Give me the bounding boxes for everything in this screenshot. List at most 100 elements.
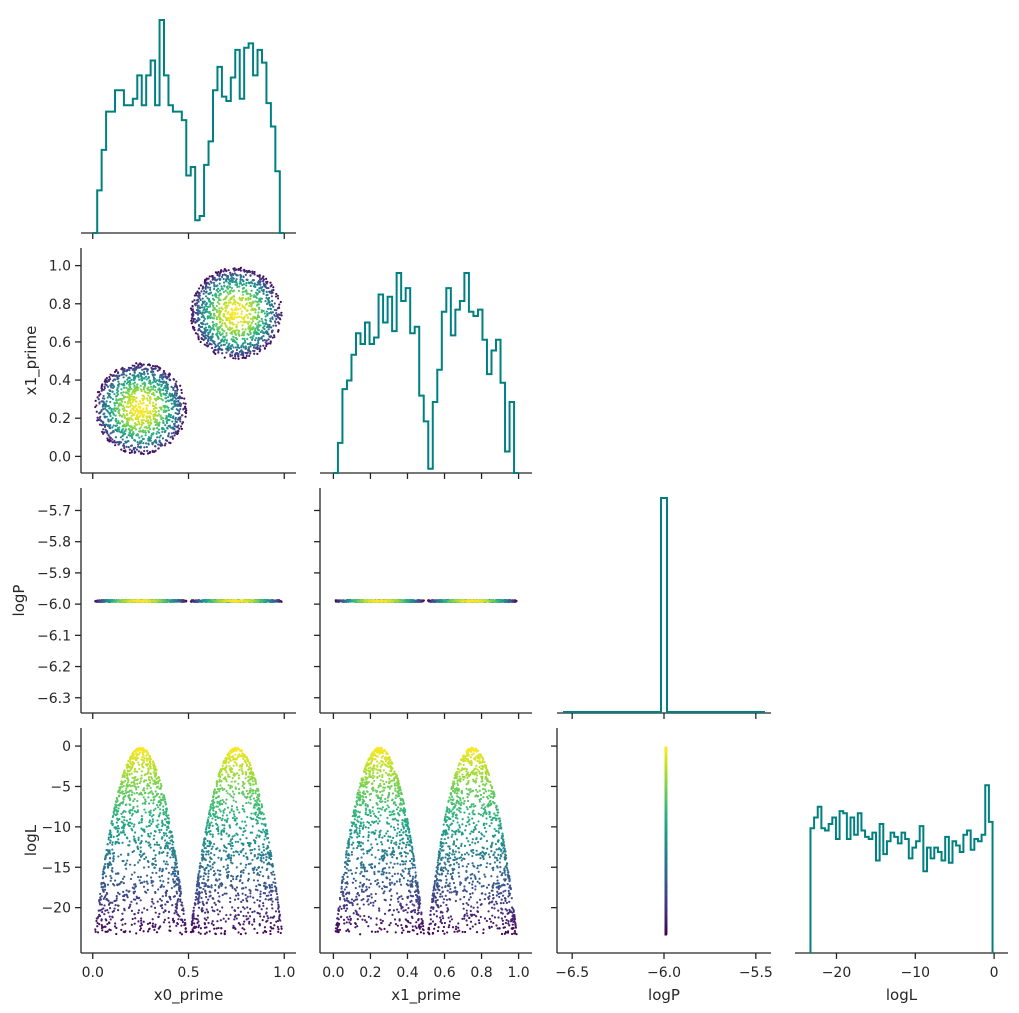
panel-logP-vs-x1_prime [314, 488, 532, 719]
scatter-point [223, 285, 226, 288]
scatter-point [239, 280, 242, 283]
scatter-point [172, 378, 176, 381]
scatter-point [239, 307, 242, 310]
scatter-point [140, 435, 143, 438]
scatter-point [114, 436, 118, 439]
scatter-point [154, 365, 157, 368]
scatter-point [154, 449, 157, 452]
scatter-point [151, 404, 154, 408]
scatter-point [207, 277, 210, 280]
scatter-point [123, 446, 126, 450]
scatter-point [240, 353, 243, 356]
scatter-point [134, 390, 137, 393]
scatter-point [98, 402, 101, 405]
scatter-point [96, 416, 99, 419]
scatter-point [175, 394, 178, 397]
scatter-point [216, 272, 219, 275]
scatter-point [216, 344, 219, 347]
panel-x0_prime-vs-x0_prime [81, 19, 296, 239]
scatter-point [139, 414, 142, 418]
scatter-point [151, 381, 154, 384]
scatter-point [275, 292, 278, 296]
scatter-point [250, 308, 253, 312]
scatter-point [243, 330, 246, 333]
scatter-point [276, 307, 280, 310]
scatter-point [263, 312, 266, 315]
scatter-point [172, 406, 175, 409]
scatter-point [101, 430, 104, 433]
scatter-point [125, 370, 128, 373]
scatter-point [241, 284, 244, 287]
scatter-point [209, 312, 213, 316]
scatter-point [114, 414, 117, 417]
scatter-point [197, 335, 200, 338]
scatter-point [173, 434, 176, 437]
scatter-point [129, 416, 132, 419]
scatter-point [234, 346, 238, 349]
scatter-point [153, 397, 156, 400]
scatter-point [155, 426, 159, 430]
scatter-point [180, 427, 183, 430]
scatter-point [268, 312, 271, 315]
scatter-point [236, 302, 239, 305]
scatter-point [248, 270, 252, 274]
scatter-point [228, 283, 231, 286]
scatter-point [256, 283, 259, 286]
scatter-point [242, 321, 245, 324]
scatter-point [210, 346, 214, 350]
scatter-point [173, 391, 177, 395]
scatter-point [170, 432, 173, 435]
scatter-point [133, 364, 136, 367]
scatter-point [159, 374, 162, 377]
scatter-point [107, 424, 110, 427]
scatter-point [158, 439, 161, 442]
scatter-point [99, 415, 102, 418]
scatter-point [113, 378, 117, 381]
scatter-point [245, 281, 248, 285]
scatter-point [256, 324, 259, 327]
scatter-point [139, 384, 142, 387]
scatter-point [227, 301, 230, 304]
scatter-point [275, 312, 278, 315]
scatter-point [157, 447, 160, 450]
y-axis-label: x1_prime [22, 326, 41, 396]
scatter-point [220, 285, 223, 288]
scatter-point [136, 412, 140, 416]
scatter-point [254, 291, 258, 294]
scatter-point [209, 291, 213, 294]
scatter-point [102, 408, 105, 411]
scatter-point [203, 317, 206, 321]
scatter-point [112, 424, 115, 427]
scatter-point [126, 413, 129, 416]
scatter-point [140, 451, 143, 454]
scatter-point [257, 321, 260, 324]
scatter-point [236, 285, 239, 289]
scatter-point [173, 402, 176, 405]
scatter-point [250, 305, 253, 308]
scatter-point [130, 367, 133, 370]
scatter-point [147, 429, 150, 433]
y-tick-label: 1.0 [49, 259, 71, 275]
scatter-point [163, 386, 166, 390]
scatter-point [139, 430, 142, 433]
scatter-point [123, 384, 126, 387]
scatter-point [122, 442, 125, 446]
scatter-point [203, 289, 206, 293]
scatter-point [251, 270, 254, 273]
scatter-point [119, 414, 122, 417]
scatter-point [228, 299, 231, 302]
scatter-point [252, 349, 255, 352]
scatter-point [190, 319, 193, 322]
scatter-point [249, 352, 252, 355]
scatter-point [164, 389, 168, 392]
histogram-x0_prime [92, 19, 285, 234]
scatter-point [241, 290, 244, 294]
scatter-point [137, 402, 140, 405]
scatter-point [95, 404, 98, 407]
scatter-point [266, 323, 269, 326]
scatter-point [104, 423, 108, 426]
scatter-point [143, 446, 146, 449]
scatter-point [263, 284, 266, 288]
scatter-point [242, 275, 245, 279]
scatter-point [240, 315, 243, 319]
